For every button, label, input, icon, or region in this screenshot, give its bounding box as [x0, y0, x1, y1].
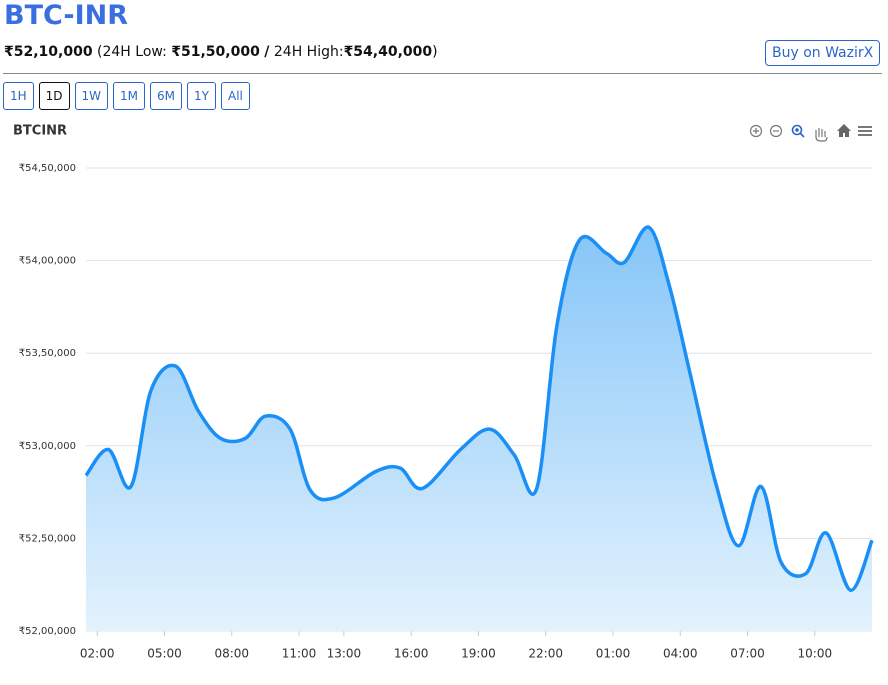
chart: BTCINR ₹52,00,000 ₹52,50,000 ₹53,00,000 ₹53…: [13, 124, 874, 661]
toolbar: [749, 124, 872, 142]
range-buttons: 1H 1D 1W 1M 6M 1Y All: [3, 82, 250, 110]
x-tick-label: 01:00: [596, 647, 631, 661]
x-tick-label: 10:00: [798, 647, 833, 661]
low: ₹51,50,000: [171, 44, 260, 60]
low-label: (24H Low:: [97, 44, 167, 60]
separator: /: [264, 44, 270, 60]
range-button[interactable]: 1D: [38, 82, 70, 110]
menu[interactable]: [858, 126, 872, 136]
range-button[interactable]: 1M: [113, 82, 146, 110]
x-tick-label: 22:00: [528, 647, 563, 661]
zoom-out[interactable]: [769, 124, 783, 138]
y-tick-label: ₹54,50,000: [19, 163, 76, 174]
zoom-in[interactable]: [749, 124, 763, 138]
range-button[interactable]: 6M: [150, 82, 183, 110]
x-tick-label: 08:00: [214, 647, 249, 661]
price-line: [84, 225, 874, 593]
y-tick-label: ₹53,50,000: [19, 348, 76, 359]
y-tick-label: ₹52,00,000: [19, 626, 76, 637]
x-tick-label: 13:00: [327, 647, 362, 661]
range-button[interactable]: 1W: [74, 82, 109, 110]
divider: [3, 73, 882, 74]
x-tick-label: 02:00: [80, 647, 115, 661]
price-line: ₹52,10,000 (24H Low: ₹51,50,000 / 24H Hi…: [4, 44, 438, 60]
close: ): [432, 44, 438, 60]
area-fill: [86, 226, 872, 632]
page-title: BTC-INR: [4, 0, 129, 31]
reset[interactable]: [837, 124, 851, 137]
pan[interactable]: [815, 128, 828, 142]
zoom-select[interactable]: [791, 124, 805, 138]
y-tick-label: ₹53,00,000: [19, 441, 76, 452]
range-button[interactable]: All: [221, 82, 250, 110]
y-tick-label: ₹54,00,000: [19, 256, 76, 267]
x-tick-label: 19:00: [461, 647, 496, 661]
x-tick-label: 16:00: [394, 647, 429, 661]
range-button[interactable]: 1Y: [187, 82, 217, 110]
range-button[interactable]: 1H: [3, 82, 34, 110]
high-label: 24H High:: [273, 44, 344, 60]
x-tick-label: 07:00: [730, 647, 765, 661]
x-tick-label: 05:00: [147, 647, 182, 661]
buy-button[interactable]: Buy on WazirX: [765, 40, 881, 66]
high: ₹54,40,000: [343, 44, 433, 60]
x-tick-label: 04:00: [663, 647, 698, 661]
chart-title: BTCINR: [13, 124, 67, 139]
x-tick-label: 11:00: [282, 647, 317, 661]
price: ₹52,10,000: [4, 44, 93, 60]
y-tick-label: ₹52,50,000: [19, 533, 76, 544]
